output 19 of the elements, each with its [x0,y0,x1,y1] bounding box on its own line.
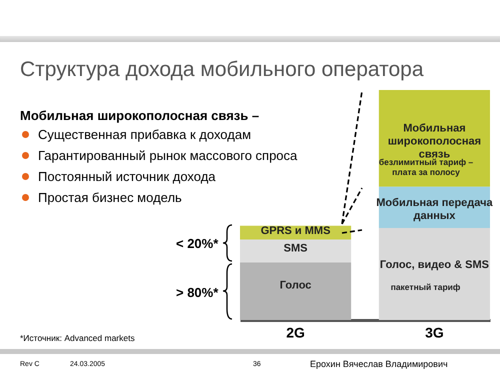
series-label: Голос, видео & SMS [380,258,489,271]
annotation: Существенная прибавка к доходам [38,127,252,142]
text: Простая бизнес модель [38,190,182,205]
series-label: Голос [280,280,312,292]
chart-title: Структура дохода мобильного оператора [20,58,424,82]
annotation: Гарантированный рынок массового спроса [38,148,298,163]
text: *Источник: Advanced markets [20,333,135,343]
series-label: SMS [284,242,308,255]
annotation: безлимитный тариф – плата за полосу [378,157,474,178]
text: Ерохин Вячеслав Владимирович [310,359,448,369]
text: < 20%* [176,236,218,251]
series-label: Мобильная передача данных [376,197,494,222]
text: Постоянный источник дохода [38,169,216,184]
series-label: GPRS и MMS [260,225,330,238]
x-tick-label: 2G [286,324,305,340]
x-tick-label: 3G [425,324,444,340]
text: > 80%* [176,285,218,300]
annotation: Мобильная широкополосная связь – [20,108,260,123]
annotation: пакетный тариф [390,282,462,292]
